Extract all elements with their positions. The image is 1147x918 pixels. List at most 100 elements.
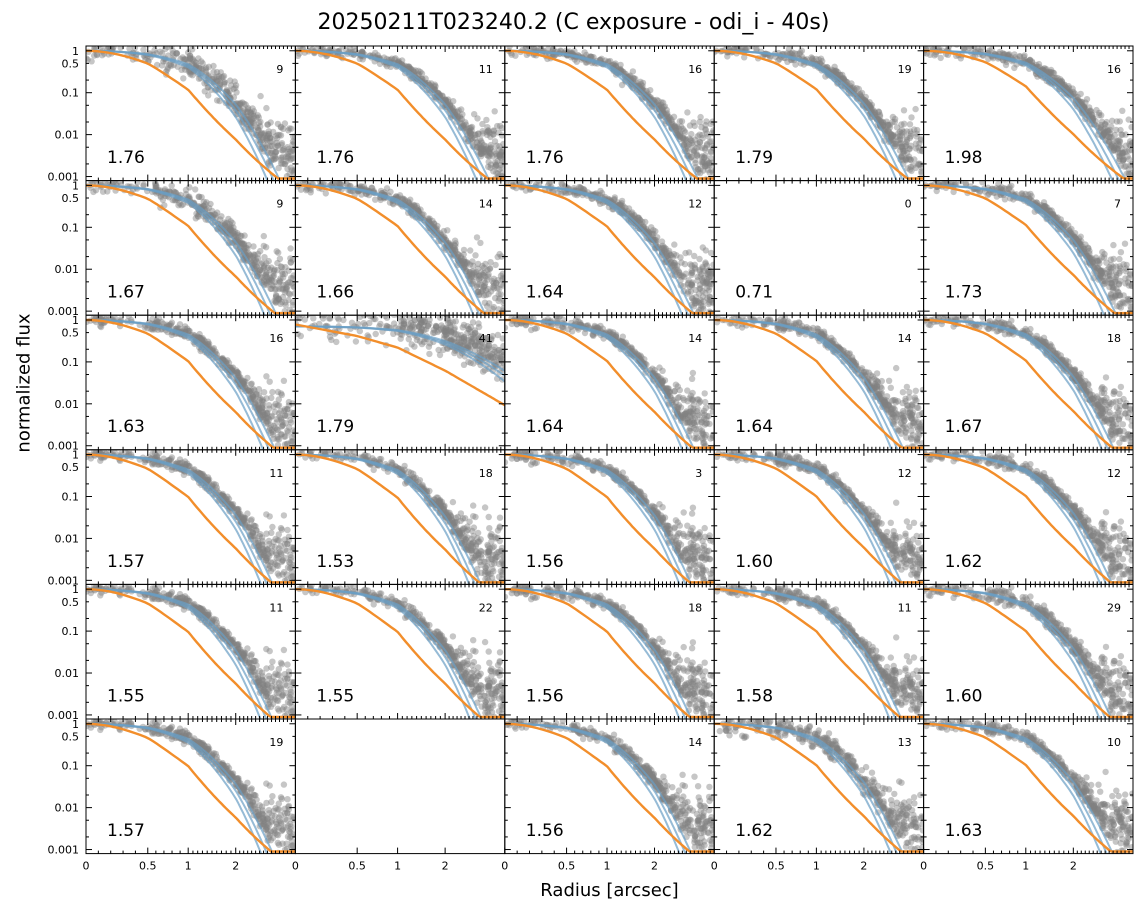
- data-point: [685, 141, 693, 148]
- data-point: [272, 143, 279, 150]
- data-point: [485, 127, 492, 134]
- data-point: [628, 79, 635, 87]
- data-point: [277, 132, 285, 139]
- data-point: [462, 119, 469, 126]
- data-point: [471, 111, 478, 118]
- data-point: [392, 55, 399, 62]
- fit-curve: [295, 49, 505, 180]
- data-point: [688, 267, 695, 274]
- data-point: [611, 194, 618, 201]
- data-point: [1083, 96, 1091, 103]
- data-point: [677, 123, 685, 130]
- data-point: [285, 153, 292, 160]
- data-point: [491, 138, 499, 145]
- data-point: [268, 394, 275, 402]
- data-point: [221, 79, 228, 86]
- data-point: [477, 148, 485, 155]
- data-point: [704, 166, 712, 174]
- data-point: [262, 135, 270, 142]
- data-point: [467, 130, 474, 137]
- data-point: [230, 228, 237, 235]
- data-point: [466, 128, 473, 135]
- data-point: [699, 153, 706, 160]
- data-point: [92, 187, 100, 194]
- data-point: [126, 46, 133, 52]
- data-point: [694, 165, 701, 173]
- data-point: [359, 48, 366, 56]
- data-point: [681, 136, 688, 144]
- data-point: [617, 61, 624, 69]
- data-point: [202, 68, 210, 75]
- data-point: [471, 131, 479, 138]
- data-point: [92, 172, 98, 178]
- data-point: [359, 48, 366, 55]
- data-point: [428, 80, 435, 87]
- data-point: [289, 147, 296, 154]
- data-point: [466, 127, 473, 135]
- data-point: [288, 152, 295, 159]
- data-point: [698, 154, 705, 161]
- data-point: [189, 55, 196, 62]
- data-point: [284, 151, 291, 158]
- data-point: [493, 161, 500, 169]
- data-point: [220, 72, 228, 80]
- data-point: [196, 330, 203, 338]
- data-point: [282, 264, 289, 271]
- data-point: [1117, 277, 1124, 285]
- data-point: [1120, 261, 1127, 268]
- data-point: [385, 303, 391, 309]
- y-tick-label: 0.01: [55, 263, 80, 276]
- data-point: [497, 161, 504, 169]
- data-point: [493, 142, 500, 149]
- data-point: [1082, 241, 1089, 248]
- data-point: [191, 58, 198, 65]
- data-point: [495, 183, 501, 189]
- data-point: [659, 99, 667, 106]
- data-point: [272, 149, 280, 156]
- data-point: [679, 125, 686, 132]
- data-point: [1106, 126, 1114, 134]
- data-point: [477, 145, 484, 152]
- data-point: [276, 255, 284, 262]
- chart-title: 20250211T023240.2 (C exposure - odi_i - …: [317, 10, 830, 35]
- data-point: [488, 354, 495, 361]
- data-point: [193, 62, 200, 69]
- data-point: [241, 232, 248, 239]
- data-point: [213, 97, 221, 104]
- data-point: [192, 186, 199, 193]
- data-point: [287, 148, 294, 155]
- y-tick-label: 1: [72, 179, 79, 192]
- data-point: [248, 116, 255, 123]
- data-point: [703, 315, 709, 321]
- data-point: [275, 396, 282, 403]
- data-point: [277, 160, 285, 167]
- data-point: [486, 148, 493, 155]
- data-point: [706, 169, 713, 176]
- data-point: [676, 125, 683, 132]
- data-point: [477, 138, 485, 145]
- data-point: [281, 270, 289, 277]
- data-point: [700, 158, 708, 166]
- data-point: [458, 115, 466, 123]
- data-point: [573, 58, 580, 65]
- data-point: [490, 128, 497, 135]
- data-point: [689, 369, 697, 377]
- data-point: [199, 60, 206, 67]
- data-point: [179, 54, 186, 61]
- data-point: [469, 319, 477, 326]
- star-count-label: 16: [688, 63, 702, 76]
- data-point: [494, 170, 502, 177]
- data-point: [261, 130, 268, 137]
- data-point: [491, 163, 499, 170]
- data-point: [475, 320, 482, 327]
- data-point: [671, 259, 678, 267]
- data-point: [693, 152, 701, 159]
- data-point: [237, 101, 244, 108]
- data-point: [492, 159, 499, 166]
- data-point: [902, 143, 909, 150]
- data-point: [273, 139, 280, 146]
- data-point: [385, 305, 391, 311]
- data-point: [153, 61, 161, 69]
- data-point: [686, 135, 693, 142]
